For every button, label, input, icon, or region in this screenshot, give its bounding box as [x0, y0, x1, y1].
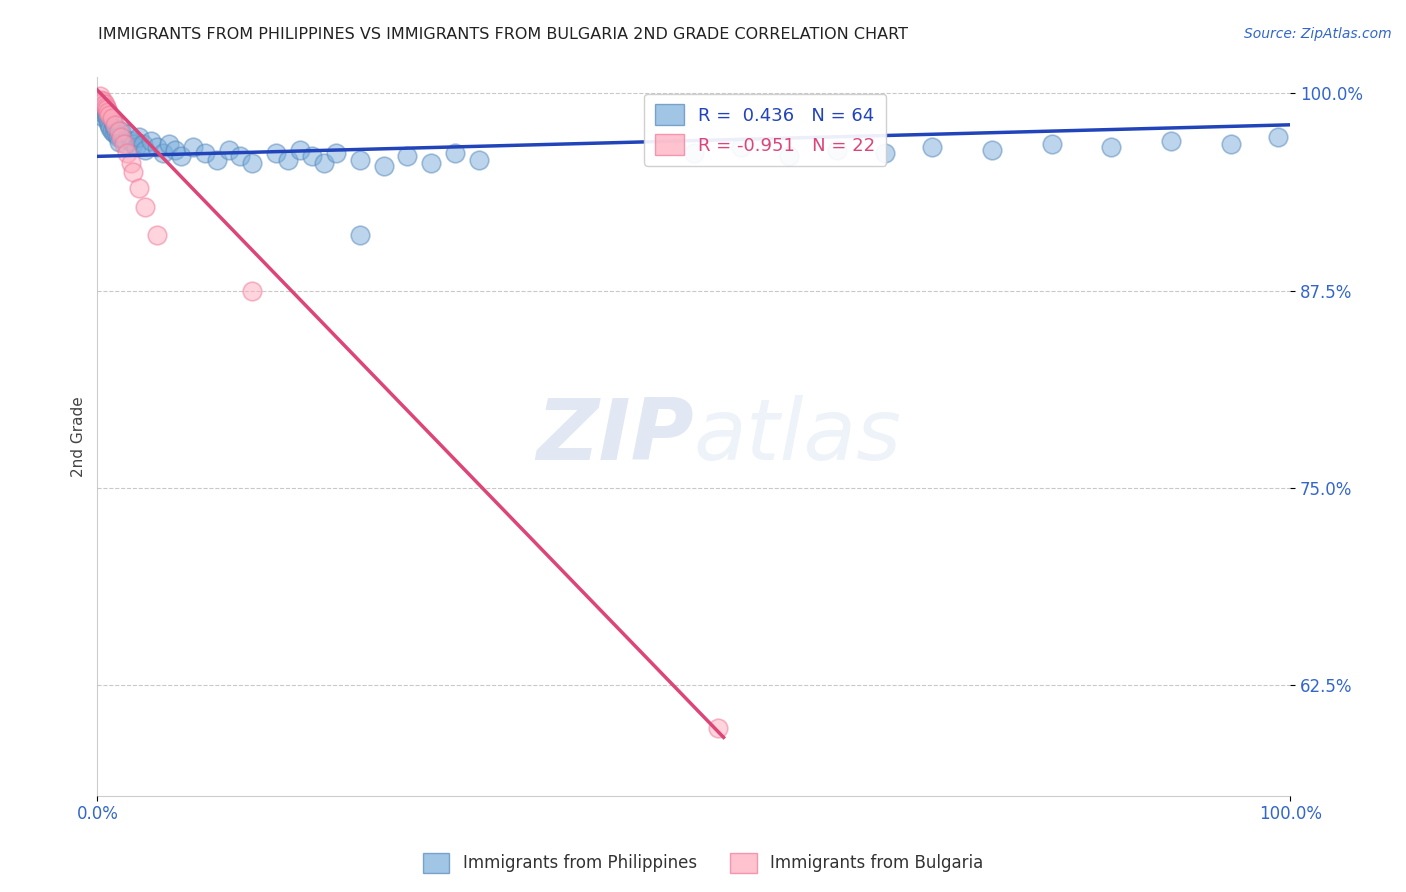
Point — [107, 130, 129, 145]
Point — [420, 155, 443, 169]
Point — [218, 143, 240, 157]
Point — [706, 721, 728, 735]
Point — [1099, 140, 1122, 154]
Point — [97, 105, 120, 120]
Point — [89, 102, 111, 116]
Point — [120, 155, 142, 169]
Point — [110, 124, 132, 138]
Point — [97, 114, 120, 128]
Point — [117, 128, 139, 142]
Point — [115, 146, 138, 161]
Point — [108, 135, 131, 149]
Point — [312, 155, 335, 169]
Point — [90, 93, 112, 107]
Point — [124, 140, 146, 154]
Point — [205, 153, 228, 167]
Point — [94, 100, 117, 114]
Point — [93, 97, 115, 112]
Point — [122, 165, 145, 179]
Point — [134, 200, 156, 214]
Point — [288, 143, 311, 157]
Point — [152, 146, 174, 161]
Point — [100, 120, 122, 135]
Point — [105, 128, 128, 142]
Point — [91, 99, 114, 113]
Point — [229, 149, 252, 163]
Point — [91, 94, 114, 108]
Text: IMMIGRANTS FROM PHILIPPINES VS IMMIGRANTS FROM BULGARIA 2ND GRADE CORRELATION CH: IMMIGRANTS FROM PHILIPPINES VS IMMIGRANT… — [98, 27, 908, 42]
Point — [110, 130, 132, 145]
Point — [373, 159, 395, 173]
Point — [91, 110, 114, 124]
Point — [242, 284, 264, 298]
Point — [94, 107, 117, 121]
Text: atlas: atlas — [693, 395, 901, 478]
Point — [264, 146, 287, 161]
Point — [139, 134, 162, 148]
Point — [112, 132, 135, 146]
Point — [115, 136, 138, 151]
Point — [242, 155, 264, 169]
Point — [325, 146, 347, 161]
Point — [90, 105, 112, 120]
Text: Source: ZipAtlas.com: Source: ZipAtlas.com — [1244, 27, 1392, 41]
Point — [1267, 130, 1289, 145]
Legend: R =  0.436   N = 64, R = -0.951   N = 22: R = 0.436 N = 64, R = -0.951 N = 22 — [644, 94, 886, 166]
Point — [825, 143, 848, 157]
Point — [349, 228, 371, 243]
Point — [89, 89, 111, 103]
Text: ZIP: ZIP — [536, 395, 693, 478]
Point — [100, 112, 122, 126]
Point — [100, 124, 122, 138]
Point — [1040, 136, 1063, 151]
Point — [778, 149, 800, 163]
Point — [104, 118, 127, 132]
Point — [108, 124, 131, 138]
Point — [91, 95, 114, 110]
Point — [349, 153, 371, 167]
Point — [98, 118, 121, 132]
Point — [122, 136, 145, 151]
Point — [873, 146, 896, 161]
Point — [170, 149, 193, 163]
Point — [301, 149, 323, 163]
Point — [468, 153, 491, 167]
Point — [93, 102, 115, 116]
Legend: Immigrants from Philippines, Immigrants from Bulgaria: Immigrants from Philippines, Immigrants … — [416, 847, 990, 880]
Point — [128, 130, 150, 145]
Point — [134, 143, 156, 157]
Point — [1219, 136, 1241, 151]
Point — [730, 140, 752, 154]
Point — [444, 146, 467, 161]
Point — [981, 143, 1004, 157]
Point — [96, 102, 118, 116]
Point — [396, 149, 419, 163]
Point — [112, 136, 135, 151]
Point — [682, 146, 704, 161]
Point — [146, 140, 169, 154]
Point — [163, 143, 186, 157]
Point — [157, 136, 180, 151]
Point — [96, 112, 118, 126]
Point — [194, 146, 217, 161]
Point — [98, 108, 121, 122]
Point — [128, 181, 150, 195]
Point — [120, 134, 142, 148]
Point — [1160, 134, 1182, 148]
Point — [181, 140, 204, 154]
Point — [131, 136, 153, 151]
Y-axis label: 2nd Grade: 2nd Grade — [72, 396, 86, 477]
Point — [104, 120, 127, 135]
Point — [101, 114, 124, 128]
Point — [103, 126, 125, 140]
Point — [921, 140, 943, 154]
Point — [277, 153, 299, 167]
Point — [146, 228, 169, 243]
